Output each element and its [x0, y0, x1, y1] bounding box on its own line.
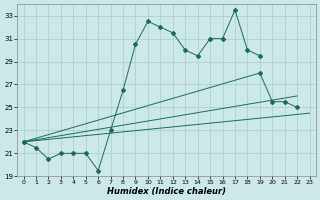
- X-axis label: Humidex (Indice chaleur): Humidex (Indice chaleur): [107, 187, 226, 196]
